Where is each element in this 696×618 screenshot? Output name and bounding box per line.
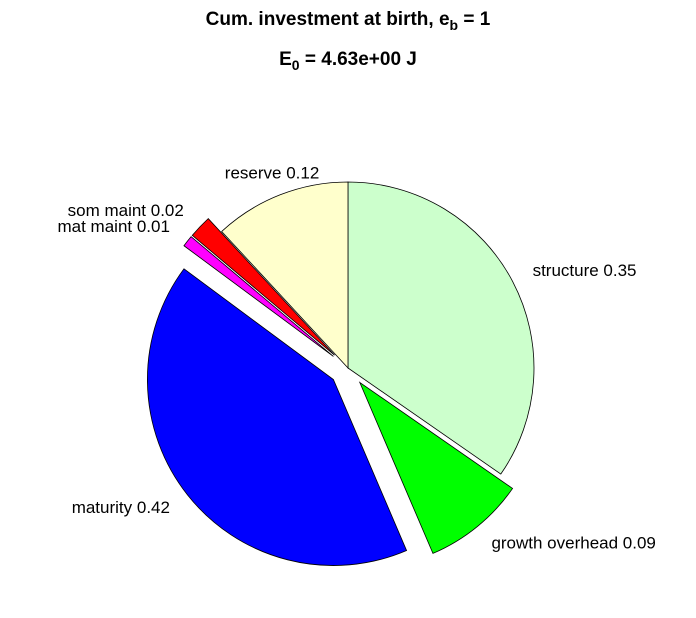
title-part: = 4.63e+00 J [300,49,417,70]
pie-slice [183,236,334,357]
slice-label: som maint 0.02 [68,201,184,220]
slice-label: growth overhead 0.09 [491,533,655,552]
title-part: = 1 [458,9,491,30]
slice-label: mat maint 0.01 [58,217,170,236]
title-part: E [279,49,292,70]
title-part: Cum. investment at birth, e [206,9,450,30]
chart-subtitle: E0 = 4.63e+00 J [279,49,417,73]
pie-slice [147,268,408,566]
slice-label: structure 0.35 [533,261,637,280]
pie-slice [347,181,535,475]
chart-title: Cum. investment at birth, eb = 1 [206,9,491,33]
slice-label: maturity 0.42 [72,498,170,517]
pie-slice [191,218,335,356]
slice-label: reserve 0.12 [225,164,320,183]
pie-slice [358,381,514,554]
title-subscript: b [450,17,459,33]
pie-slice [221,181,349,370]
title-subscript: 0 [292,57,300,73]
